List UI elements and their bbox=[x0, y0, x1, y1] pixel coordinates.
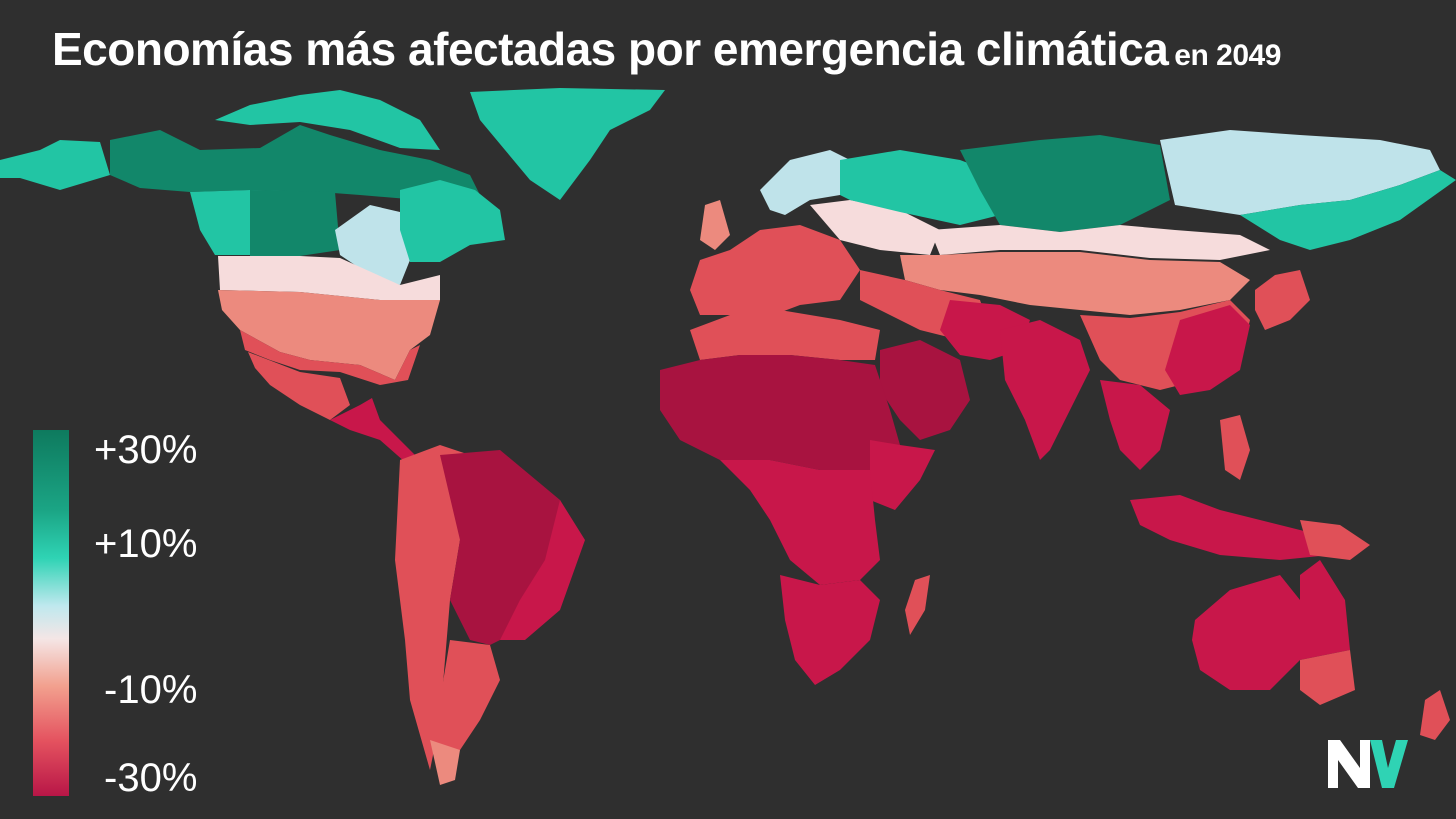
region-russia-south bbox=[930, 225, 1270, 260]
region-korea-japan bbox=[1255, 270, 1310, 330]
legend-label-plus30: +30% bbox=[94, 428, 198, 472]
region-canada-prairies bbox=[250, 190, 340, 256]
region-central-asia bbox=[900, 252, 1250, 315]
legend-label-minus30: -30% bbox=[104, 756, 198, 800]
region-canada-east bbox=[400, 180, 505, 262]
region-australia-west bbox=[1192, 575, 1300, 690]
region-se-asia bbox=[1100, 380, 1170, 470]
region-india bbox=[1000, 320, 1090, 460]
region-canada-north bbox=[110, 125, 480, 200]
region-russia-central bbox=[960, 135, 1170, 232]
region-russia-far-east bbox=[1240, 170, 1456, 250]
region-new-zealand bbox=[1420, 690, 1450, 740]
region-canada-ontario bbox=[335, 205, 410, 285]
region-europe-west bbox=[690, 225, 860, 320]
title-year: en 2049 bbox=[1174, 39, 1281, 72]
region-greenland bbox=[470, 88, 665, 200]
region-horn-africa bbox=[870, 440, 935, 510]
region-indonesia bbox=[1130, 495, 1340, 560]
nv-logo-icon bbox=[1328, 740, 1408, 788]
legend-label-minus10: -10% bbox=[104, 668, 198, 712]
region-eastern-europe bbox=[810, 200, 940, 255]
region-patagonia bbox=[430, 740, 460, 785]
region-mexico bbox=[248, 352, 350, 420]
region-sahara-sahel bbox=[660, 355, 900, 470]
region-usa-south bbox=[240, 330, 420, 385]
region-south-america-west bbox=[395, 445, 470, 770]
region-russia-west bbox=[840, 150, 1000, 225]
region-madagascar bbox=[905, 575, 930, 635]
title-main: Economías más afectadas por emergencia c… bbox=[52, 23, 1169, 75]
region-alaska bbox=[0, 140, 110, 190]
region-usa-north bbox=[218, 256, 440, 300]
map-title: Economías más afectadas por emergencia c… bbox=[52, 22, 1281, 76]
region-central-america bbox=[330, 398, 420, 462]
region-papua bbox=[1300, 520, 1370, 560]
region-russia-east bbox=[1160, 130, 1440, 215]
region-australia-east bbox=[1300, 560, 1350, 660]
region-scandinavia bbox=[760, 150, 860, 215]
legend-color-bar bbox=[33, 430, 69, 796]
region-north-africa bbox=[690, 310, 880, 360]
region-central-africa bbox=[720, 460, 880, 585]
legend-label-plus10: +10% bbox=[94, 522, 198, 566]
region-usa-main bbox=[218, 290, 440, 380]
region-argentina bbox=[430, 640, 500, 775]
region-australia-southeast bbox=[1300, 650, 1355, 705]
region-brazil-east bbox=[500, 500, 585, 640]
region-arabia bbox=[880, 340, 970, 440]
region-uk bbox=[700, 200, 730, 250]
region-china-east bbox=[1165, 305, 1250, 395]
region-canada-arctic bbox=[215, 90, 440, 150]
region-southern-africa bbox=[780, 575, 880, 685]
region-philippines bbox=[1220, 415, 1250, 480]
